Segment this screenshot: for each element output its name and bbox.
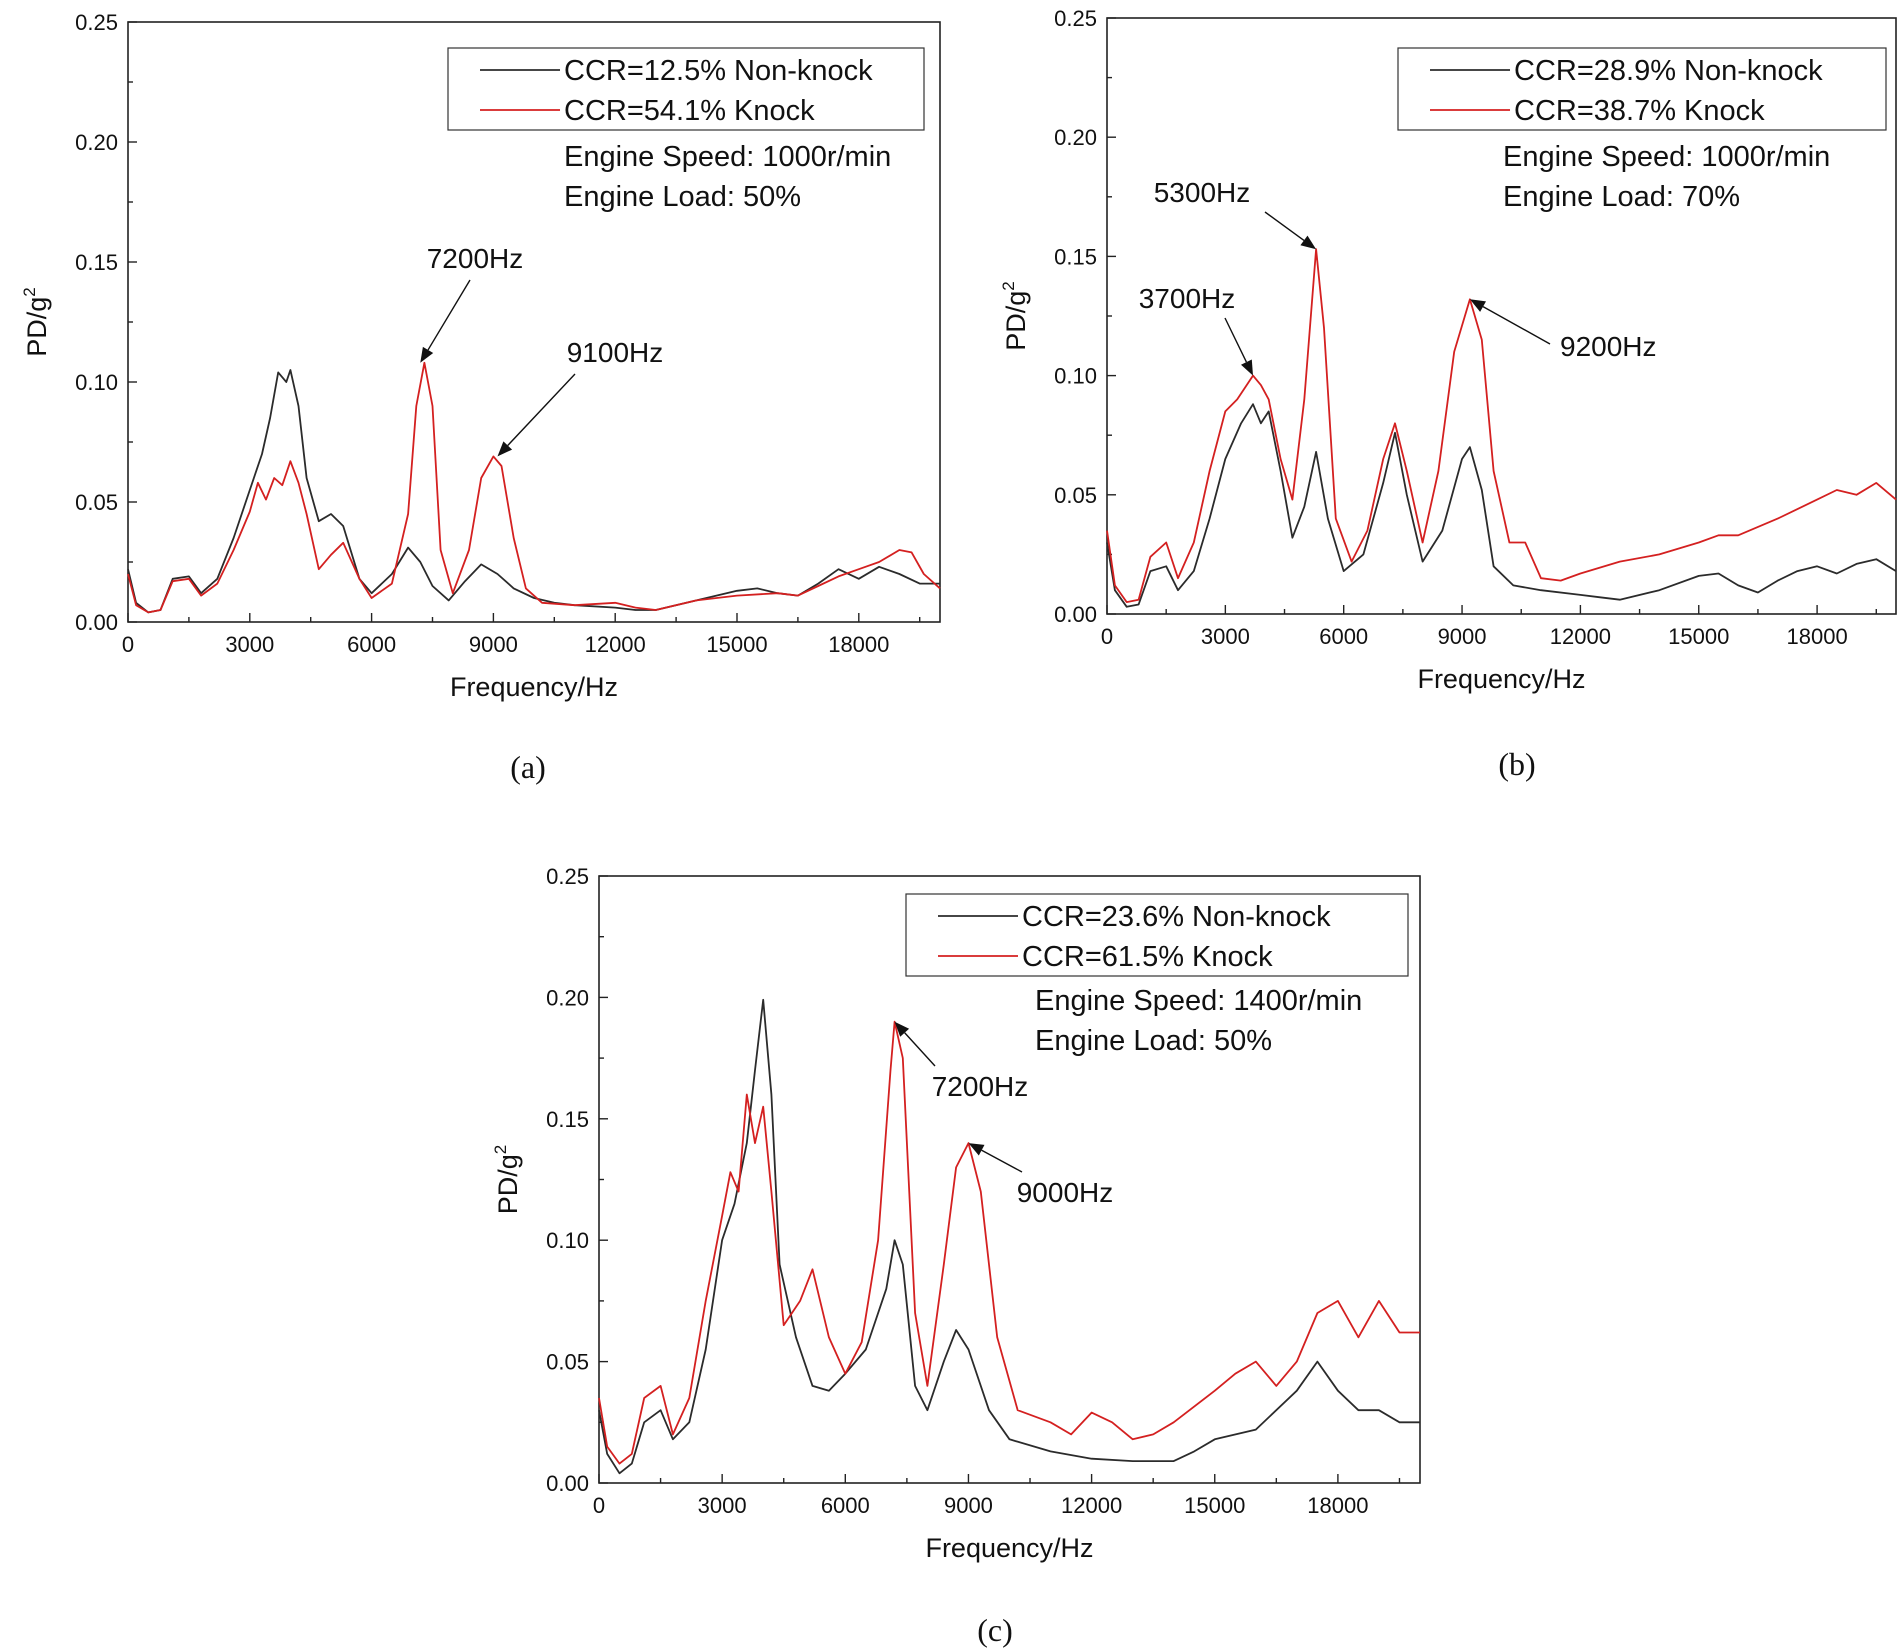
legend-box: [447, 47, 925, 131]
series-line-non-knock: [1106, 403, 1897, 608]
y-tick-label: 0.15: [1054, 244, 1097, 269]
x-tick-label: 15000: [706, 632, 767, 657]
y-tick-label: 0.05: [75, 490, 118, 515]
peak-arrow-shaft: [904, 1032, 936, 1067]
x-tick-label: 0: [1101, 624, 1113, 649]
condition-note: Engine Load: 50%: [564, 181, 801, 213]
x-tick-label: 6000: [1319, 624, 1368, 649]
series-line-knock: [1106, 248, 1897, 603]
series-line-non-knock: [598, 998, 1420, 1475]
condition-note: Engine Speed: 1400r/min: [1035, 985, 1362, 1017]
x-tick-label: 12000: [1061, 1493, 1122, 1518]
legend-box: [905, 893, 1409, 977]
y-tick-label: 0.25: [75, 10, 118, 35]
peak-label: 7200Hz: [932, 1071, 1029, 1102]
chart-panel-a: 0 3000 6000 9000 12000 15000 18000 0.00 0.05 0.10…: [20, 10, 941, 785]
peak-arrow-head: [1241, 359, 1253, 376]
peak-label: 7200Hz: [427, 243, 524, 274]
condition-note: Engine Load: 70%: [1503, 181, 1740, 213]
peak-label: 9100Hz: [567, 337, 664, 368]
x-tick-label: 12000: [585, 632, 646, 657]
x-axis-title: Frequency/Hz: [1417, 664, 1585, 694]
y-tick-label: 0.20: [1054, 125, 1097, 150]
x-tick-label: 0: [593, 1493, 605, 1518]
panel-caption: (c): [977, 1612, 1013, 1648]
peak-label: 9200Hz: [1560, 331, 1657, 362]
x-tick-label: 9000: [1438, 624, 1487, 649]
x-tick-label: 9000: [469, 632, 518, 657]
y-axis-title: PD/g2: [20, 287, 52, 357]
x-tick-label: 18000: [1787, 624, 1848, 649]
series-line-knock: [127, 361, 941, 614]
peak-arrow-head: [894, 1021, 910, 1037]
peak-label: 9000Hz: [1017, 1177, 1114, 1208]
legend-label: CCR=23.6% Non-knock: [1022, 901, 1331, 933]
y-tick-label: 0.00: [1054, 602, 1097, 627]
peak-arrow-shaft: [427, 279, 471, 351]
x-axis-title: Frequency/Hz: [925, 1533, 1093, 1563]
panel-caption: (a): [510, 749, 546, 785]
chart-panel-b: 0 3000 6000 9000 12000 15000 18000 0.00 0.05 0.10…: [999, 6, 1897, 782]
y-tick-label: 0.20: [546, 985, 589, 1010]
peak-label: 3700Hz: [1139, 283, 1236, 314]
peak-arrow-head: [1469, 299, 1486, 312]
x-tick-label: 15000: [1184, 1493, 1245, 1518]
y-tick-label: 0.10: [1054, 364, 1097, 389]
peak-arrow-head: [1300, 235, 1317, 250]
x-tick-label: 18000: [1307, 1493, 1368, 1518]
legend-box: [1397, 47, 1887, 131]
peak-arrow-shaft: [1224, 317, 1248, 363]
x-tick-label: 3000: [698, 1493, 747, 1518]
condition-note: Engine Speed: 1000r/min: [1503, 141, 1830, 173]
peak-arrow-head: [968, 1143, 985, 1156]
x-axis-title: Frequency/Hz: [450, 672, 618, 702]
y-tick-label: 0.05: [1054, 483, 1097, 508]
legend-label: CCR=28.9% Non-knock: [1514, 55, 1823, 87]
x-tick-label: 15000: [1668, 624, 1729, 649]
x-tick-label: 0: [122, 632, 134, 657]
peak-arrow-shaft: [981, 1149, 1023, 1173]
legend-label: CCR=61.5% Knock: [1022, 941, 1273, 973]
condition-note: Engine Load: 50%: [1035, 1025, 1272, 1057]
y-tick-label: 0.25: [546, 864, 589, 889]
y-tick-label: 0.00: [75, 610, 118, 635]
legend-label: CCR=12.5% Non-knock: [564, 55, 873, 87]
legend: CCR=12.5% Non-knock CCR=54.1% Knock: [447, 47, 925, 131]
y-axis-title: PD/g2: [999, 281, 1031, 351]
x-tick-label: 6000: [821, 1493, 870, 1518]
y-tick-label: 0.20: [75, 130, 118, 155]
x-tick-label: 9000: [944, 1493, 993, 1518]
x-tick-label: 12000: [1550, 624, 1611, 649]
y-tick-label: 0.00: [546, 1471, 589, 1496]
y-tick-label: 0.15: [75, 250, 118, 275]
peak-arrow-shaft: [1482, 306, 1551, 345]
peak-arrow-head: [497, 441, 513, 457]
legend-label: CCR=54.1% Knock: [564, 95, 815, 127]
legend: CCR=28.9% Non-knock CCR=38.7% Knock: [1397, 47, 1887, 131]
peak-arrow-shaft: [507, 373, 576, 446]
y-axis-title: PD/g2: [491, 1145, 523, 1215]
series-line-knock: [598, 1020, 1420, 1465]
x-tick-label: 6000: [347, 632, 396, 657]
chart-panels: 0 3000 6000 9000 12000 15000 18000 0.00 0.05 0.10…: [20, 6, 1897, 1648]
x-tick-label: 18000: [828, 632, 889, 657]
legend: CCR=23.6% Non-knock CCR=61.5% Knock: [905, 893, 1409, 977]
x-tick-label: 3000: [225, 632, 274, 657]
y-tick-label: 0.10: [546, 1228, 589, 1253]
peak-arrow-shaft: [1264, 211, 1305, 241]
y-tick-label: 0.05: [546, 1350, 589, 1375]
panel-caption: (b): [1498, 746, 1535, 782]
condition-note: Engine Speed: 1000r/min: [564, 141, 891, 173]
y-tick-label: 0.15: [546, 1107, 589, 1132]
y-tick-label: 0.25: [1054, 6, 1097, 31]
peak-label: 5300Hz: [1154, 177, 1251, 208]
y-tick-label: 0.10: [75, 370, 118, 395]
chart-panel-c: 0 3000 6000 9000 12000 15000 18000 0.00 0.05 0.10…: [491, 864, 1421, 1648]
x-tick-label: 3000: [1201, 624, 1250, 649]
legend-label: CCR=38.7% Knock: [1514, 95, 1765, 127]
peak-arrow-head: [420, 346, 434, 363]
